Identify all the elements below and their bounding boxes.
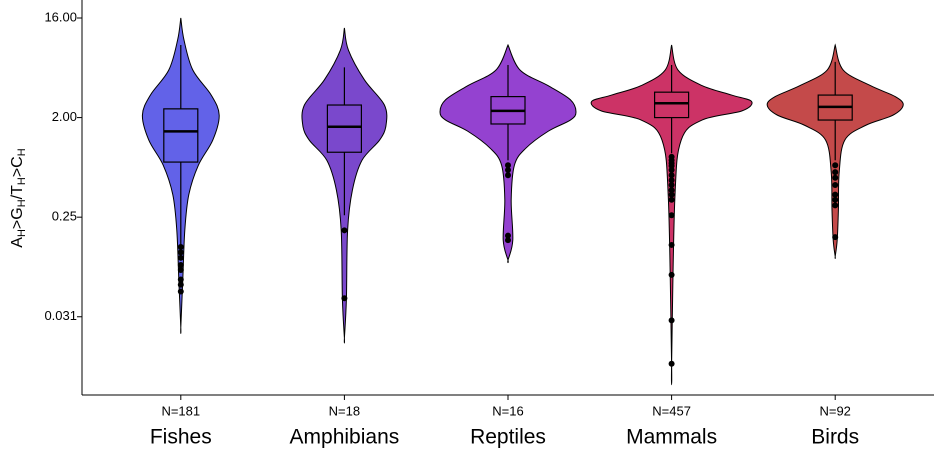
outlier [177, 244, 184, 251]
y-axis-title-part: >G [9, 207, 26, 229]
n-label: N=181 [161, 403, 200, 418]
n-label: N=16 [492, 403, 523, 418]
x-tick-label: Mammals [626, 426, 717, 449]
box [163, 108, 199, 163]
outlier [668, 172, 675, 179]
outlier [832, 174, 839, 181]
y-tick-label: 0.25 [52, 209, 77, 224]
x-tick-label: Reptiles [470, 426, 546, 449]
x-tick-label: Amphibians [290, 426, 400, 449]
outlier [505, 237, 511, 244]
y-tick-label: 0.031 [44, 308, 77, 323]
y-axis-title-subscript: H [16, 199, 28, 207]
outlier [668, 271, 675, 278]
outlier [505, 166, 511, 173]
outlier [177, 288, 184, 295]
y-tick-label: 16.00 [44, 9, 77, 24]
outlier [668, 191, 675, 198]
outlier [832, 169, 839, 176]
outlier [177, 276, 184, 283]
outlier [668, 177, 675, 184]
n-label: N=18 [329, 403, 360, 418]
outlier [668, 181, 675, 188]
outlier [668, 317, 675, 324]
outlier [668, 187, 675, 194]
y-axis-title-subscript: H [16, 229, 28, 237]
outlier [668, 360, 675, 367]
outlier [177, 266, 184, 273]
y-axis-title: AH>GH/TH>CH [9, 148, 28, 247]
box [653, 91, 690, 119]
outlier [177, 262, 184, 269]
outlier [832, 191, 839, 198]
outlier [177, 281, 184, 288]
outlier [832, 181, 839, 188]
outlier [668, 196, 675, 203]
x-tick-label: Fishes [150, 426, 212, 449]
outlier [832, 234, 839, 241]
outlier [341, 227, 348, 234]
outlier [505, 232, 511, 239]
outlier [832, 162, 839, 169]
outlier [341, 295, 348, 302]
box [326, 104, 362, 153]
y-axis-title-subscript: H [16, 148, 28, 156]
y-axis-title-part: >C [9, 156, 26, 177]
y-axis-title-part: /T [9, 185, 26, 199]
outlier [177, 254, 184, 261]
y-tick-label: 2.00 [52, 109, 77, 124]
outlier [505, 162, 511, 169]
outlier [832, 196, 839, 203]
outlier [505, 172, 511, 179]
n-label: N=457 [652, 403, 691, 418]
y-axis-title-subscript: H [16, 177, 28, 185]
n-label: N=92 [819, 403, 850, 418]
outlier [668, 212, 675, 219]
outlier [668, 241, 675, 248]
x-tick-label: Birds [811, 426, 859, 449]
outlier [668, 162, 675, 169]
outlier [177, 249, 184, 256]
outlier [832, 202, 839, 209]
y-axis-title-part: A [9, 237, 26, 248]
outlier [668, 166, 675, 173]
